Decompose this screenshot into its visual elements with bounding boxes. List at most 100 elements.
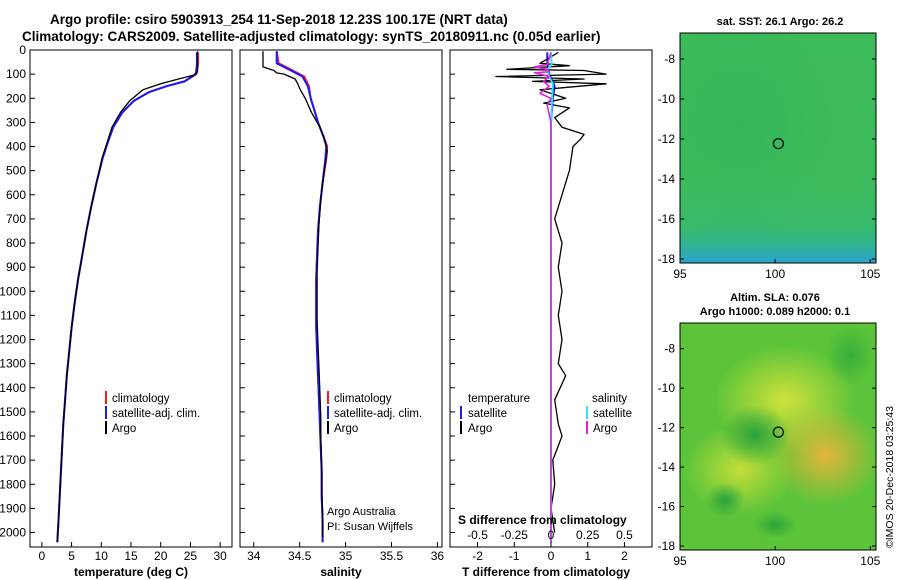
depth-tick-label: 0: [19, 43, 26, 57]
map-y-tick-label: -12: [658, 421, 676, 435]
map-x-tick-label: 105: [860, 267, 880, 281]
temperature-panel: 0 5 10 15 20 25 30 temperature (deg C) climato…: [29, 49, 233, 579]
depth-tick-label: 600: [6, 188, 26, 202]
imos-timestamp: ©IMOS 20-Dec-2018 03:25:43: [884, 406, 896, 548]
sla-map-ticks: 95 100 105 -8 -10 -12 -14 -16 -18: [658, 342, 881, 568]
x-tick-label: 35.5: [380, 549, 404, 563]
x-tick-label: 20: [154, 549, 168, 563]
depth-tick-label: 700: [6, 212, 26, 226]
difference-x-label: T difference from climatology: [462, 565, 630, 579]
depth-tick-label: 400: [6, 140, 26, 154]
x-tick-label: 5: [68, 549, 75, 563]
depth-tick-label: 200: [6, 91, 26, 105]
map-y-tick-label: -12: [658, 132, 676, 146]
map-y-tick-label: -14: [658, 460, 676, 474]
depth-tick-label: 1900: [0, 501, 26, 515]
map-x-tick-label: 105: [860, 554, 880, 568]
legend-satellite-label: satellite-adj. clim.: [334, 408, 422, 420]
sla-map-title-1: Altim. SLA: 0.076: [730, 292, 820, 304]
sla-low-area: [825, 325, 875, 385]
depth-tick-label: 100: [6, 67, 26, 81]
salinity-frame: [239, 49, 443, 548]
series-line-salinity-satellite: [546, 52, 554, 543]
depth-tick-label: 1400: [0, 381, 26, 395]
title-line-2: Climatology: CARS2009. Satellite-adjuste…: [22, 29, 600, 44]
sst-map-ticks: 95 100 105 -8 -10 -12 -14 -16 -18: [658, 52, 881, 281]
depth-tick-label: 1800: [0, 477, 26, 491]
depth-tick-label: 1200: [0, 333, 26, 347]
depth-tick-label: 1500: [0, 405, 26, 419]
x-tick-label: 34.5: [288, 549, 312, 563]
map-y-tick-label: -16: [658, 500, 676, 514]
sst-map-panel: sat. SST: 26.1 Argo: 26.2 95 100 105 -8 -10 -…: [658, 16, 881, 281]
depth-tick-label: 800: [6, 236, 26, 250]
sla-low-area: [720, 405, 790, 465]
x-tick-label: 25: [184, 549, 198, 563]
map-y-tick-label: -8: [664, 342, 675, 356]
argo-position-marker: [772, 138, 784, 150]
salinity-difference-tick-label: 0.5: [616, 528, 633, 542]
map-y-tick-label: -14: [658, 172, 676, 186]
argo-position-marker: [772, 426, 784, 438]
salinity-difference-tick-label: -0.5: [467, 528, 488, 542]
legend-climatology-label: climatology: [112, 393, 170, 405]
x-tick-label: 10: [95, 549, 109, 563]
salinity-difference-ticks: -0.5 -0.25 0 0.25 0.5: [467, 528, 633, 542]
depth-tick-label: 900: [6, 260, 26, 274]
x-tick-label: 34: [247, 549, 261, 563]
credit-pi-name: PI: Susan Wijffels: [327, 521, 413, 533]
credit-argo-australia: Argo Australia: [327, 506, 396, 518]
x-tick-label: 1: [584, 549, 591, 563]
legend-climatology-label: climatology: [334, 393, 392, 405]
map-y-tick-label: -10: [658, 381, 676, 395]
legend-satellite-label: satellite-adj. clim.: [112, 408, 200, 420]
map-y-tick-label: -10: [658, 92, 676, 106]
salinity-legend: climatology satellite-adj. clim. Argo: [327, 391, 422, 435]
map-x-tick-label: 95: [673, 554, 687, 568]
sst-map-title: sat. SST: 26.1 Argo: 26.2: [717, 16, 844, 28]
sla-low-area: [753, 511, 797, 539]
difference-x-ticks: -2 -1 0 1 2: [472, 542, 628, 563]
temperature-x-ticks: 0 5 10 15 20 25 30: [39, 542, 227, 563]
salinity-difference-tick-label: 0: [548, 528, 555, 542]
salinity-x-ticks: 34 34.5 35 35.5 36: [247, 542, 444, 563]
temperature-legend: climatology satellite-adj. clim. Argo: [105, 391, 200, 435]
map-y-tick-label: -8: [664, 52, 675, 66]
x-tick-label: 36: [431, 549, 445, 563]
x-tick-label: 0: [548, 549, 555, 563]
legend-s-satellite-label: satellite: [593, 408, 632, 420]
map-x-tick-label: 100: [765, 554, 785, 568]
depth-tick-labels: 0 100 200 300 400 500 600 700 800 900 1000 1100 1200…: [0, 43, 455, 540]
legend-t-argo-label: Argo: [468, 423, 492, 435]
sla-map-title-2: Argo h1000: 0.089 h2000: 0.1: [700, 306, 850, 318]
salinity-series: [262, 51, 329, 543]
depth-tick-label: 300: [6, 115, 26, 129]
sla-high-area: [770, 405, 880, 505]
sst-map-cool-band: [680, 150, 876, 263]
legend-argo-label: Argo: [334, 423, 358, 435]
legend-argo-label: Argo: [112, 423, 136, 435]
depth-tick-label: 500: [6, 164, 26, 178]
series-line-salinity-argo: [533, 52, 552, 543]
x-tick-label: 15: [124, 549, 138, 563]
difference-panel: -2 -1 0 1 2 -0.5 -0.25 0 0.25 0.5 S difference f…: [449, 49, 653, 579]
depth-tick-label: 1300: [0, 357, 26, 371]
difference-series: [495, 51, 607, 543]
x-tick-label: 2: [621, 549, 628, 563]
map-y-tick-label: -16: [658, 212, 676, 226]
legend-t-satellite-label: satellite: [468, 408, 507, 420]
map-y-tick-label: -18: [658, 539, 676, 553]
series-line-climatology: [56, 52, 200, 543]
x-tick-label: 35: [339, 549, 353, 563]
depth-tick-label: 1600: [0, 429, 26, 443]
map-x-tick-label: 95: [673, 267, 687, 281]
legend-salinity-heading: salinity: [592, 393, 627, 405]
legend-temperature-heading: temperature: [468, 393, 530, 405]
temperature-x-label: temperature (deg C): [74, 565, 188, 579]
sst-map-frame: [679, 32, 877, 264]
series-line-satellite-adj-clim-: [56, 52, 198, 543]
series-line-temperature-argo: [495, 51, 607, 533]
map-y-tick-label: -18: [658, 252, 676, 266]
x-tick-label: -2: [472, 549, 483, 563]
